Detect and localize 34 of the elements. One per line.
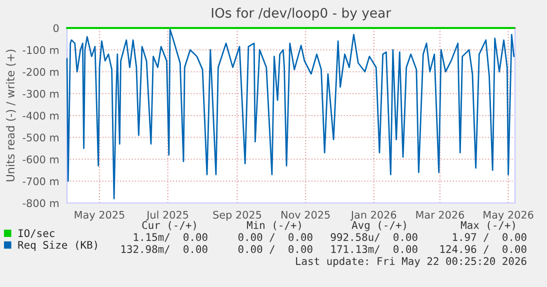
x-tick-label: Mar 2026 [416, 210, 464, 219]
line-series [66, 28, 515, 200]
y-tick-label: -700 m [22, 177, 58, 186]
text: Min (-/+) [246, 220, 301, 230]
y-tick-label: -500 m [22, 134, 58, 142]
text: 171.13m/ 0.00 [331, 245, 418, 254]
y-tick-label: -100 m [22, 46, 58, 54]
text: Max (-/+) [460, 221, 515, 230]
text: 0.00 / 0.00 [238, 245, 312, 254]
x-tick-label: May 2026 [484, 210, 534, 221]
chart-title: IOs for /dev/loop0 - by year [212, 8, 392, 20]
x-tick-label: Jul 2025 [146, 210, 188, 221]
legend-label: IO/sec [18, 229, 54, 238]
x-tick-label: May 2025 [74, 210, 124, 221]
text: 124.96 / 0.00 [440, 245, 526, 254]
text: 0.00 / 0.00 [238, 233, 312, 242]
text: 1.97 / 0.00 [453, 233, 526, 242]
y-tick-label: -600 m [22, 155, 58, 164]
y-tick-label: -300 m [22, 90, 58, 98]
x-tick-label: Nov 2025 [282, 210, 330, 219]
x-tick-label: Jan 2026 [350, 210, 396, 221]
y-axis-title: Units read (-) / write (+) [6, 50, 16, 182]
x-tick-label: Sep 2025 [213, 210, 262, 221]
y-tick-label: -200 m [22, 68, 58, 76]
text: 992.58u/ 0.00 [330, 233, 418, 242]
legend-label: Req Size (KB) [18, 240, 97, 251]
text: 1.15m/ 0.00 [134, 233, 208, 242]
y-tick-label: -400 m [22, 112, 58, 120]
text: 132.98m/ 0.00 [121, 245, 208, 254]
text: Cur (-/+) [142, 221, 196, 230]
y-tick-label: -800 m [22, 199, 58, 208]
text: Last update: Fri May 22 00:25:20 2026 [296, 256, 526, 268]
y-tick-label: 0 [53, 24, 59, 32]
text: Avg (-/+) [352, 220, 406, 232]
